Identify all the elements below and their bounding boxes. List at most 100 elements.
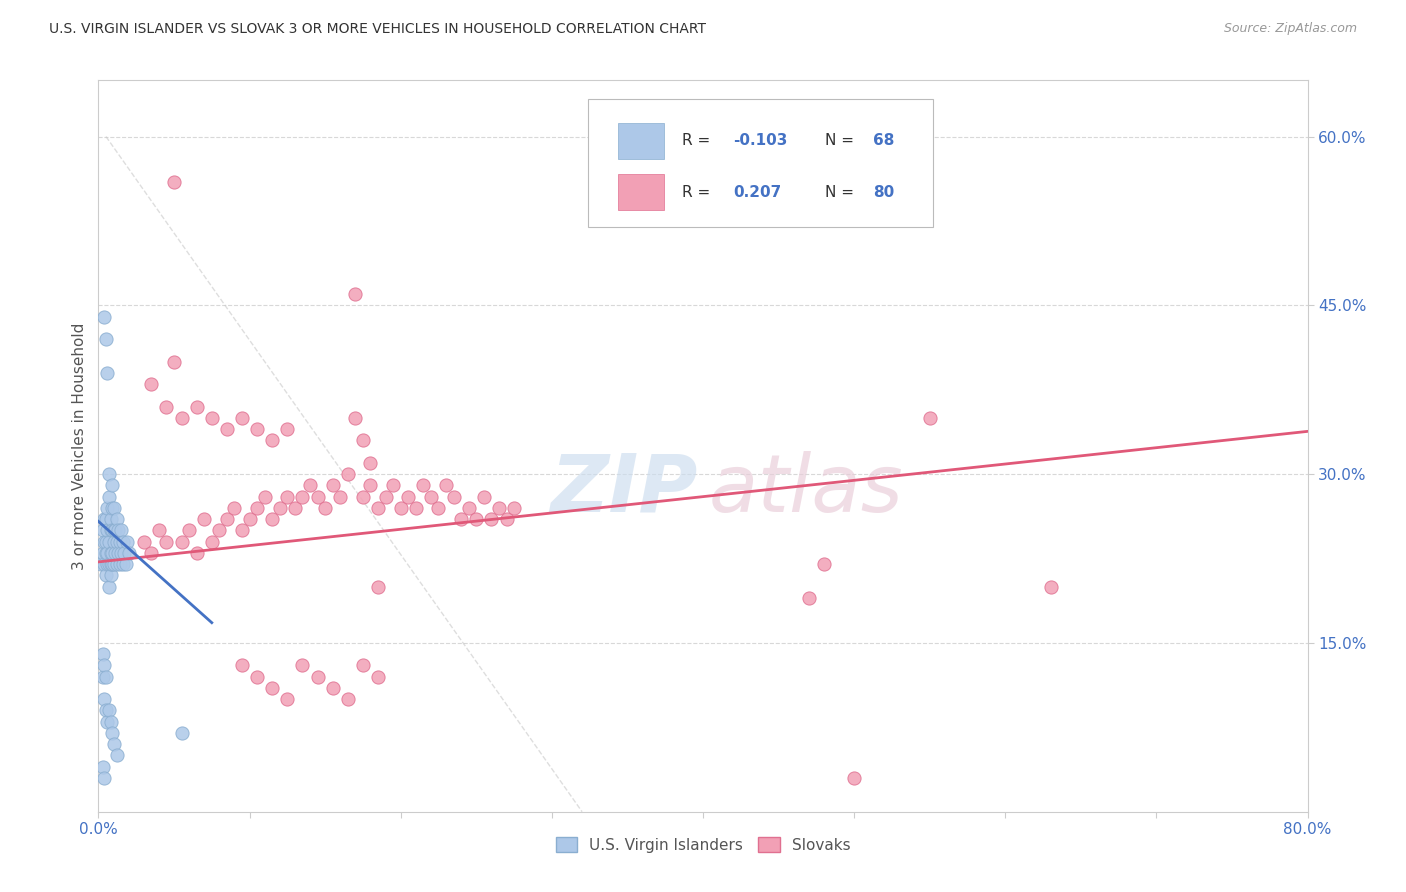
Point — [276, 692, 298, 706]
Point — [269, 500, 291, 515]
Point — [503, 500, 526, 515]
Point — [231, 658, 253, 673]
Point — [118, 546, 141, 560]
Point — [450, 512, 472, 526]
Text: atlas: atlas — [709, 450, 904, 529]
Point — [96, 546, 118, 560]
Point — [434, 478, 457, 492]
Point — [104, 546, 127, 560]
Point — [94, 512, 117, 526]
Point — [367, 580, 389, 594]
Point — [246, 500, 269, 515]
Point — [307, 490, 329, 504]
Point — [96, 366, 118, 380]
Point — [170, 726, 193, 740]
Point — [427, 500, 450, 515]
Point — [472, 490, 495, 504]
Point — [132, 534, 155, 549]
Point — [284, 500, 307, 515]
Point — [91, 546, 114, 560]
Point — [231, 410, 253, 425]
Text: ZIP: ZIP — [550, 450, 697, 529]
Text: U.S. VIRGIN ISLANDER VS SLOVAK 3 OR MORE VEHICLES IN HOUSEHOLD CORRELATION CHART: U.S. VIRGIN ISLANDER VS SLOVAK 3 OR MORE… — [49, 22, 706, 37]
Point — [291, 658, 314, 673]
Point — [93, 658, 115, 673]
Text: N =: N = — [825, 134, 859, 148]
Text: R =: R = — [682, 134, 716, 148]
Point — [90, 557, 112, 571]
Text: 0.207: 0.207 — [734, 185, 782, 200]
Point — [105, 512, 128, 526]
Point — [94, 568, 117, 582]
FancyBboxPatch shape — [619, 123, 664, 160]
Point — [104, 524, 127, 538]
Point — [262, 512, 284, 526]
Point — [389, 500, 412, 515]
Point — [101, 500, 124, 515]
Point — [367, 670, 389, 684]
Point — [246, 422, 269, 436]
Point — [96, 524, 118, 538]
Point — [98, 703, 121, 717]
Point — [374, 490, 396, 504]
Point — [201, 410, 224, 425]
Point — [93, 557, 115, 571]
Point — [488, 500, 510, 515]
Point — [396, 490, 419, 504]
Point — [100, 714, 122, 729]
Point — [93, 534, 115, 549]
Point — [100, 557, 122, 571]
Point — [108, 534, 131, 549]
Point — [367, 500, 389, 515]
Point — [918, 410, 941, 425]
Point — [443, 490, 465, 504]
Point — [93, 512, 115, 526]
Point — [344, 410, 367, 425]
Point — [111, 534, 134, 549]
Point — [352, 434, 374, 448]
Point — [103, 500, 125, 515]
Point — [231, 524, 253, 538]
Point — [103, 737, 125, 751]
Point — [481, 512, 503, 526]
Point — [291, 490, 314, 504]
Point — [186, 546, 208, 560]
Text: Source: ZipAtlas.com: Source: ZipAtlas.com — [1223, 22, 1357, 36]
Point — [276, 422, 298, 436]
Point — [412, 478, 434, 492]
Point — [100, 524, 122, 538]
Point — [96, 557, 118, 571]
Point — [108, 557, 131, 571]
Text: 80: 80 — [873, 185, 894, 200]
Point — [262, 681, 284, 695]
Point — [93, 310, 115, 324]
Point — [215, 512, 238, 526]
Point — [94, 670, 117, 684]
Point — [101, 478, 124, 492]
Point — [114, 557, 136, 571]
Point — [110, 546, 132, 560]
Point — [100, 568, 122, 582]
Point — [98, 534, 121, 549]
Point — [93, 692, 115, 706]
Point — [103, 524, 125, 538]
Point — [193, 512, 215, 526]
Point — [94, 703, 117, 717]
Point — [91, 670, 114, 684]
Point — [91, 760, 114, 774]
Point — [101, 726, 124, 740]
Text: 68: 68 — [873, 134, 894, 148]
Point — [91, 647, 114, 661]
Point — [105, 748, 128, 763]
Point — [170, 534, 193, 549]
Point — [98, 467, 121, 482]
Point — [93, 771, 115, 785]
Point — [224, 500, 246, 515]
Y-axis label: 3 or more Vehicles in Household: 3 or more Vehicles in Household — [72, 322, 87, 570]
Point — [163, 354, 186, 368]
Point — [96, 714, 118, 729]
Point — [101, 557, 124, 571]
Point — [215, 422, 238, 436]
Point — [405, 500, 427, 515]
Point — [103, 534, 125, 549]
